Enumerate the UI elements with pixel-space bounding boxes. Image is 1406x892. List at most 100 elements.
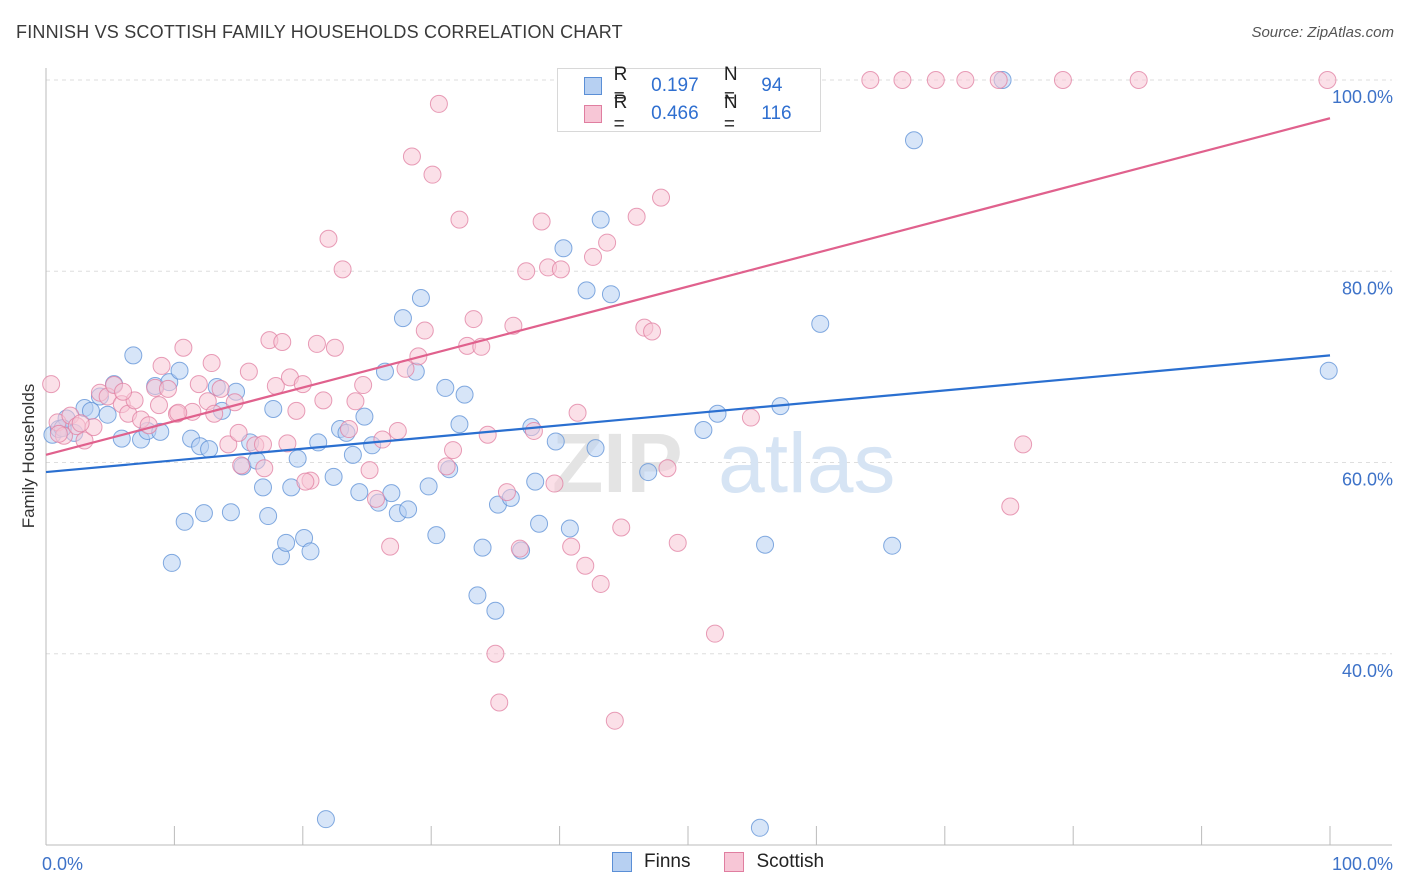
data-point xyxy=(343,445,362,464)
data-point xyxy=(288,449,307,468)
data-point xyxy=(1318,71,1337,89)
chart-source: Source: ZipAtlas.com xyxy=(1251,24,1394,41)
legend-n-value: 94 xyxy=(761,75,783,96)
legend-row-finns: R = 0.197 N = 94 xyxy=(584,64,820,107)
data-point xyxy=(598,233,617,252)
data-point xyxy=(546,432,565,451)
data-point xyxy=(124,346,143,365)
data-point xyxy=(264,399,283,418)
data-point xyxy=(225,393,244,412)
data-point xyxy=(591,574,610,593)
data-point xyxy=(568,403,587,422)
legend-item-finns[interactable]: Finns xyxy=(612,851,690,873)
legend-n-label: N = xyxy=(723,92,738,135)
data-point xyxy=(382,484,401,503)
data-point xyxy=(468,586,487,605)
data-point xyxy=(162,553,181,572)
axes xyxy=(45,68,1392,846)
data-point xyxy=(211,379,230,398)
data-point xyxy=(956,71,975,89)
axis-labels: 40.0% 60.0% 80.0% 100.0% 0.0% 100.0% Family Ho… xyxy=(19,87,1393,874)
data-point xyxy=(450,415,469,434)
data-point xyxy=(904,131,923,150)
data-point xyxy=(545,474,564,493)
data-point xyxy=(1129,71,1148,89)
data-point xyxy=(560,519,579,538)
data-point xyxy=(402,147,421,166)
legend-label-finns: Finns xyxy=(644,851,691,872)
stats-legend: R = 0.197 N = 94 R = 0.466 N = 116 xyxy=(557,64,821,135)
data-point xyxy=(490,693,509,712)
data-point xyxy=(174,338,193,357)
data-point xyxy=(532,212,551,231)
legend-label-scottish: Scottish xyxy=(756,851,825,872)
data-point xyxy=(591,210,610,229)
data-point xyxy=(232,456,251,475)
data-point xyxy=(756,535,775,554)
x-tick-label: 0.0% xyxy=(42,854,83,874)
data-point xyxy=(253,435,272,454)
legend-item-scottish[interactable]: Scottish xyxy=(724,851,824,873)
data-point xyxy=(393,309,412,328)
data-point xyxy=(419,477,438,496)
data-point xyxy=(455,385,474,404)
data-point xyxy=(437,457,456,476)
data-point xyxy=(278,434,297,453)
data-point xyxy=(350,483,369,502)
data-point xyxy=(333,260,352,279)
data-point xyxy=(314,391,333,410)
data-point xyxy=(202,354,221,373)
data-point xyxy=(576,556,595,575)
data-point xyxy=(750,818,769,837)
data-point xyxy=(562,537,581,556)
watermark: ZIP atlas xyxy=(552,416,895,510)
data-point xyxy=(694,420,713,439)
data-point xyxy=(1053,71,1072,89)
data-point xyxy=(373,430,392,449)
data-point xyxy=(883,536,902,555)
data-point xyxy=(388,421,407,440)
data-point xyxy=(114,382,133,401)
y-axis-title: Family Households xyxy=(19,384,38,529)
data-point xyxy=(436,378,455,397)
data-point xyxy=(354,376,373,395)
y-tick-label: 60.0% xyxy=(1342,470,1393,490)
data-point xyxy=(1319,361,1338,380)
data-point xyxy=(427,526,446,545)
data-point xyxy=(551,260,570,279)
data-point xyxy=(554,239,573,258)
data-point xyxy=(239,362,258,381)
data-point xyxy=(1001,497,1020,516)
data-point xyxy=(277,533,296,552)
data-point xyxy=(423,165,442,184)
series-legend: Finns Scottish xyxy=(612,851,858,873)
data-point xyxy=(253,478,272,497)
data-point xyxy=(219,435,238,454)
legend-swatch-finns xyxy=(584,77,602,95)
data-point xyxy=(366,489,385,508)
data-point xyxy=(510,539,529,558)
data-point xyxy=(586,439,605,458)
legend-swatch-scottish xyxy=(584,105,602,123)
legend-swatch-scottish xyxy=(724,852,745,872)
data-point xyxy=(152,356,171,375)
data-point xyxy=(98,405,117,424)
data-point xyxy=(811,314,830,333)
data-point xyxy=(1014,435,1033,454)
data-point xyxy=(741,408,760,427)
data-point xyxy=(200,440,219,459)
data-point xyxy=(355,407,374,426)
data-point xyxy=(296,472,315,491)
data-point xyxy=(325,338,344,357)
data-point xyxy=(360,461,379,480)
data-point xyxy=(583,247,602,266)
data-point xyxy=(444,441,463,460)
data-point xyxy=(158,379,177,398)
data-point xyxy=(139,416,158,435)
data-point xyxy=(346,392,365,411)
data-point xyxy=(381,537,400,556)
data-point xyxy=(708,404,727,423)
data-point xyxy=(189,375,208,394)
data-point xyxy=(259,507,278,526)
